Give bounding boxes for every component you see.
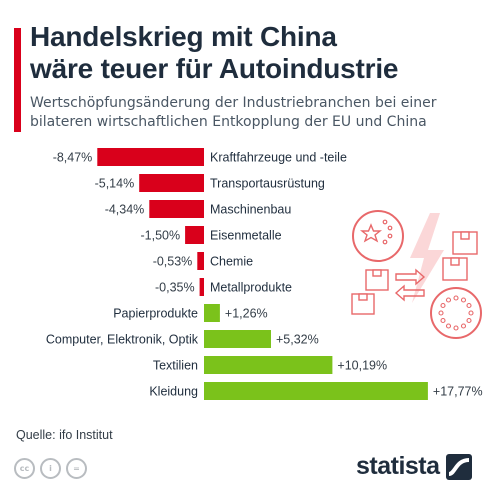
title-accent-bar: [14, 28, 21, 132]
subtitle: Wertschöpfungsänderung der Industriebran…: [30, 94, 490, 132]
eu-star: [453, 295, 459, 301]
bar: [204, 330, 271, 348]
category-label: Papierprodukte: [113, 307, 198, 321]
value-label: -1,50%: [140, 229, 180, 243]
category-label: Metallprodukte: [210, 281, 292, 295]
bar: [199, 278, 204, 296]
category-label: Computer, Elektronik, Optik: [46, 333, 199, 347]
value-label: +1,26%: [225, 307, 268, 321]
value-label: -4,34%: [105, 203, 145, 217]
bar: [139, 174, 204, 192]
value-label: +10,19%: [337, 359, 387, 373]
page-title: Handelskrieg mit China wäre teuer für Au…: [30, 21, 490, 85]
value-label: -0,53%: [153, 255, 193, 269]
bar: [197, 252, 204, 270]
brand-name: statista: [356, 452, 440, 480]
bar: [185, 226, 204, 244]
title-line-2: wäre teuer für Autoindustrie: [30, 53, 399, 84]
category-label: Maschinenbau: [210, 203, 291, 217]
nd-icon[interactable]: =: [66, 458, 87, 479]
bar: [204, 356, 333, 374]
by-icon[interactable]: i: [40, 458, 61, 479]
category-label: Eisenmetalle: [210, 229, 282, 243]
title-line-1: Handelskrieg mit China: [30, 21, 337, 52]
eu-star: [460, 297, 467, 303]
eu-star: [460, 323, 467, 329]
statista-logo-icon: [445, 453, 472, 480]
bar: [204, 382, 428, 400]
eu-star: [445, 323, 452, 329]
value-label: -5,14%: [95, 177, 135, 191]
eu-flag-icon: [430, 287, 482, 339]
category-label: Chemie: [210, 255, 253, 269]
eu-star: [440, 302, 446, 309]
subtitle-line-2: bilateren wirtschaftlichen Entkopplung d…: [30, 114, 427, 130]
category-label: Kleidung: [149, 385, 198, 399]
value-label: +17,77%: [433, 385, 483, 399]
cc-icon[interactable]: cc: [14, 458, 35, 479]
eu-star: [438, 310, 444, 316]
statista-logo[interactable]: statista: [356, 452, 472, 481]
box-icon: [351, 231, 478, 315]
trade-war-illustration: [351, 210, 482, 339]
bar: [97, 148, 204, 166]
value-label: -0,35%: [155, 281, 195, 295]
bar: [149, 200, 204, 218]
eu-star: [466, 317, 472, 324]
eu-star: [466, 302, 472, 309]
eu-star: [445, 297, 452, 303]
category-label: Textilien: [153, 359, 198, 373]
lightning-icon: [410, 213, 444, 303]
china-flag-icon: [352, 210, 404, 262]
eu-star: [453, 325, 459, 331]
eu-star: [468, 310, 474, 316]
subtitle-line-1: Wertschöpfungsänderung der Industriebran…: [30, 95, 437, 111]
bar: [204, 304, 220, 322]
bar-chart: -8,47% Kraftfahrzeuge und -teile -5,14% Tra…: [46, 148, 483, 400]
license-icons[interactable]: cc i =: [14, 458, 87, 479]
eu-star: [440, 317, 446, 324]
exchange-arrows-icon: [394, 268, 426, 302]
category-label: Transportausrüstung: [210, 177, 325, 191]
category-label: Kraftfahrzeuge und -teile: [210, 151, 347, 165]
source-note: Quelle: ifo Institut: [16, 428, 113, 442]
value-label: -8,47%: [53, 151, 93, 165]
value-label: +5,32%: [276, 333, 319, 347]
